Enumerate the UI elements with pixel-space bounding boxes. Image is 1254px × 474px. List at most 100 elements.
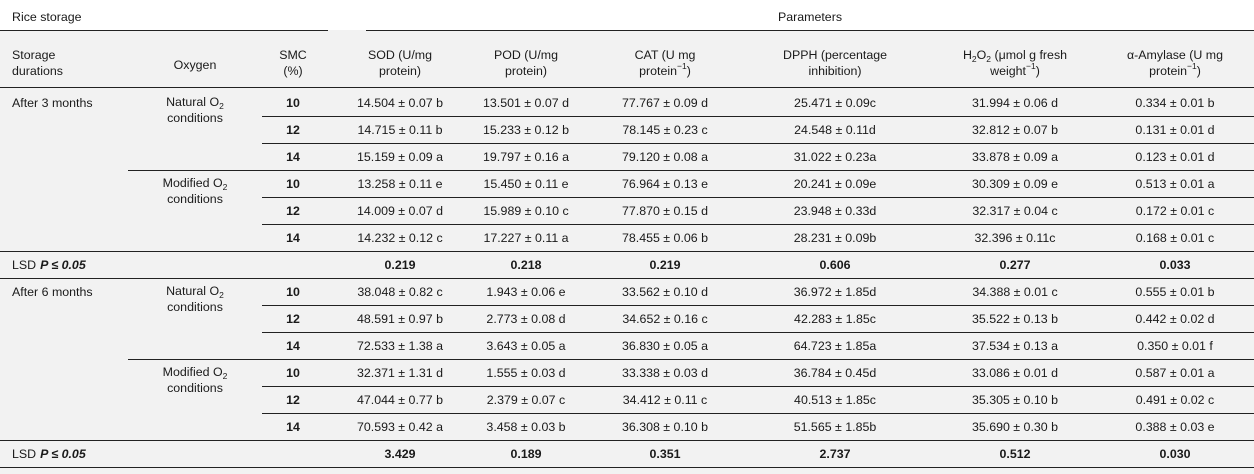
cell-cat: 33.338 ± 0.03 d — [621, 366, 709, 380]
lsd-sod: 0.219 — [384, 258, 416, 272]
lsd-p: P ≤ 0.05 — [40, 447, 86, 461]
cell-amy: 0.172 ± 0.01 c — [1135, 204, 1215, 218]
duration-label: After 3 months — [12, 96, 93, 110]
cell-cat: 78.145 ± 0.23 c — [622, 123, 708, 137]
cell-h2o2: 33.878 ± 0.09 a — [971, 150, 1059, 164]
group-rice-storage: Rice storage — [12, 10, 82, 24]
cell-pod: 17.227 ± 0.11 a — [483, 231, 569, 245]
duration-label: After 6 months — [12, 285, 93, 299]
group-divider — [0, 278, 1254, 279]
cell-dpph: 42.283 ± 1.85c — [794, 312, 876, 326]
cell-amy: 0.350 ± 0.01 f — [1137, 339, 1213, 353]
col-oxygen: Oxygen — [173, 58, 217, 72]
oxygen-subscript: 2 — [222, 182, 228, 192]
block-divider — [128, 170, 1254, 171]
lsd-amy: 0.030 — [1159, 447, 1191, 461]
smc-value: 10 — [286, 177, 300, 191]
oxygen-text: Natural O — [166, 95, 220, 109]
col-h2o2: H2O2 (μmol g fresh weight−1) — [962, 48, 1068, 78]
cell-amy: 0.587 ± 0.01 a — [1135, 366, 1215, 380]
col-cat: CAT (U mg protein−1) — [634, 48, 696, 78]
oxygen-text: Modified O — [162, 176, 223, 190]
cell-h2o2: 31.994 ± 0.06 d — [971, 96, 1059, 110]
cell-pod: 1.943 ± 0.06 e — [486, 285, 566, 299]
cell-h2o2: 32.317 ± 0.04 c — [972, 204, 1058, 218]
cell-cat: 76.964 ± 0.13 e — [621, 177, 709, 191]
cell-sod: 38.048 ± 0.82 c — [357, 285, 443, 299]
lsd-label: LSD P ≤ 0.05 — [12, 256, 86, 274]
cell-dpph: 64.723 ± 1.85a — [793, 339, 877, 353]
smc-value: 12 — [286, 204, 300, 218]
cell-cat: 78.455 ± 0.06 b — [621, 231, 709, 245]
row-divider — [262, 305, 1254, 306]
cell-pod: 15.233 ± 0.12 b — [482, 123, 570, 137]
cell-h2o2: 35.690 ± 0.30 b — [971, 420, 1059, 434]
smc-value: 14 — [286, 231, 300, 245]
oxygen-text: conditions — [167, 381, 223, 395]
oxygen-text: Modified O — [162, 365, 223, 379]
cell-h2o2: 37.534 ± 0.13 a — [971, 339, 1059, 353]
cell-pod: 2.379 ± 0.07 c — [486, 393, 566, 407]
lsd-text: LSD — [12, 447, 37, 461]
cell-sod: 13.258 ± 0.11 e — [357, 177, 443, 191]
cell-sod: 15.159 ± 0.09 a — [356, 150, 444, 164]
group-divider — [0, 440, 1254, 441]
cell-sod: 14.009 ± 0.07 d — [356, 204, 444, 218]
col-dpph: DPPH (percentage inhibition) — [783, 48, 887, 78]
cell-pod: 3.458 ± 0.03 b — [486, 420, 566, 434]
col-amylase: α-Amylase (U mg protein−1) — [1127, 48, 1223, 78]
cell-h2o2: 32.396 ± 0.11c — [974, 231, 1056, 245]
smc-value: 14 — [286, 339, 300, 353]
cell-amy: 0.334 ± 0.01 b — [1135, 96, 1215, 110]
cell-amy: 0.555 ± 0.01 b — [1135, 285, 1215, 299]
cell-cat: 33.562 ± 0.10 d — [621, 285, 709, 299]
cell-dpph: 20.241 ± 0.09e — [793, 177, 877, 191]
group-parameters: Parameters — [777, 10, 843, 24]
oxygen-label: Natural O2 conditions — [150, 94, 240, 126]
cell-amy: 0.168 ± 0.01 c — [1135, 231, 1215, 245]
cell-sod: 14.232 ± 0.12 c — [357, 231, 443, 245]
cell-dpph: 36.784 ± 0.45d — [793, 366, 877, 380]
lsd-text: LSD — [12, 258, 37, 272]
cell-pod: 15.989 ± 0.10 c — [483, 204, 569, 218]
oxygen-text: conditions — [167, 300, 223, 314]
cell-pod: 15.450 ± 0.11 e — [483, 177, 569, 191]
smc-value: 12 — [286, 123, 300, 137]
cell-sod: 70.593 ± 0.42 a — [356, 420, 444, 434]
cell-h2o2: 30.309 ± 0.09 e — [971, 177, 1059, 191]
row-divider — [262, 116, 1254, 117]
group-divider — [0, 251, 1254, 252]
cell-cat: 77.870 ± 0.15 d — [621, 204, 709, 218]
lsd-p: P ≤ 0.05 — [40, 258, 86, 272]
header-divider — [0, 87, 1254, 88]
cell-dpph: 24.548 ± 0.11d — [794, 123, 876, 137]
lsd-dpph: 0.606 — [819, 258, 851, 272]
cell-amy: 0.442 ± 0.02 d — [1135, 312, 1215, 326]
divider — [0, 30, 328, 31]
col-smc: SMC (%) — [279, 48, 307, 78]
col-storage-durations: Storage durations — [12, 48, 63, 78]
lsd-cat: 0.219 — [649, 258, 681, 272]
cell-pod: 13.501 ± 0.07 d — [482, 96, 570, 110]
cell-h2o2: 35.522 ± 0.13 b — [971, 312, 1059, 326]
smc-value: 14 — [286, 150, 300, 164]
cell-dpph: 51.565 ± 1.85b — [793, 420, 877, 434]
cell-dpph: 25.471 ± 0.09c — [794, 96, 876, 110]
smc-value: 10 — [286, 366, 300, 380]
cell-dpph: 40.513 ± 1.85c — [794, 393, 876, 407]
group-divider — [0, 467, 1254, 468]
cell-dpph: 36.972 ± 1.85d — [793, 285, 877, 299]
cell-pod: 19.797 ± 0.16 a — [482, 150, 570, 164]
cell-amy: 0.513 ± 0.01 a — [1135, 177, 1215, 191]
smc-value: 10 — [286, 285, 300, 299]
smc-value: 10 — [286, 96, 300, 110]
oxygen-subscript: 2 — [219, 290, 224, 300]
lsd-h2o2: 0.512 — [999, 447, 1031, 461]
cell-cat: 34.412 ± 0.11 c — [622, 393, 708, 407]
cell-cat: 34.652 ± 0.16 c — [622, 312, 708, 326]
col-sod: SOD (U/mg protein) — [367, 48, 433, 78]
cell-cat: 77.767 ± 0.09 d — [621, 96, 709, 110]
cell-pod: 1.555 ± 0.03 d — [486, 366, 566, 380]
cell-cat: 36.308 ± 0.10 b — [621, 420, 709, 434]
